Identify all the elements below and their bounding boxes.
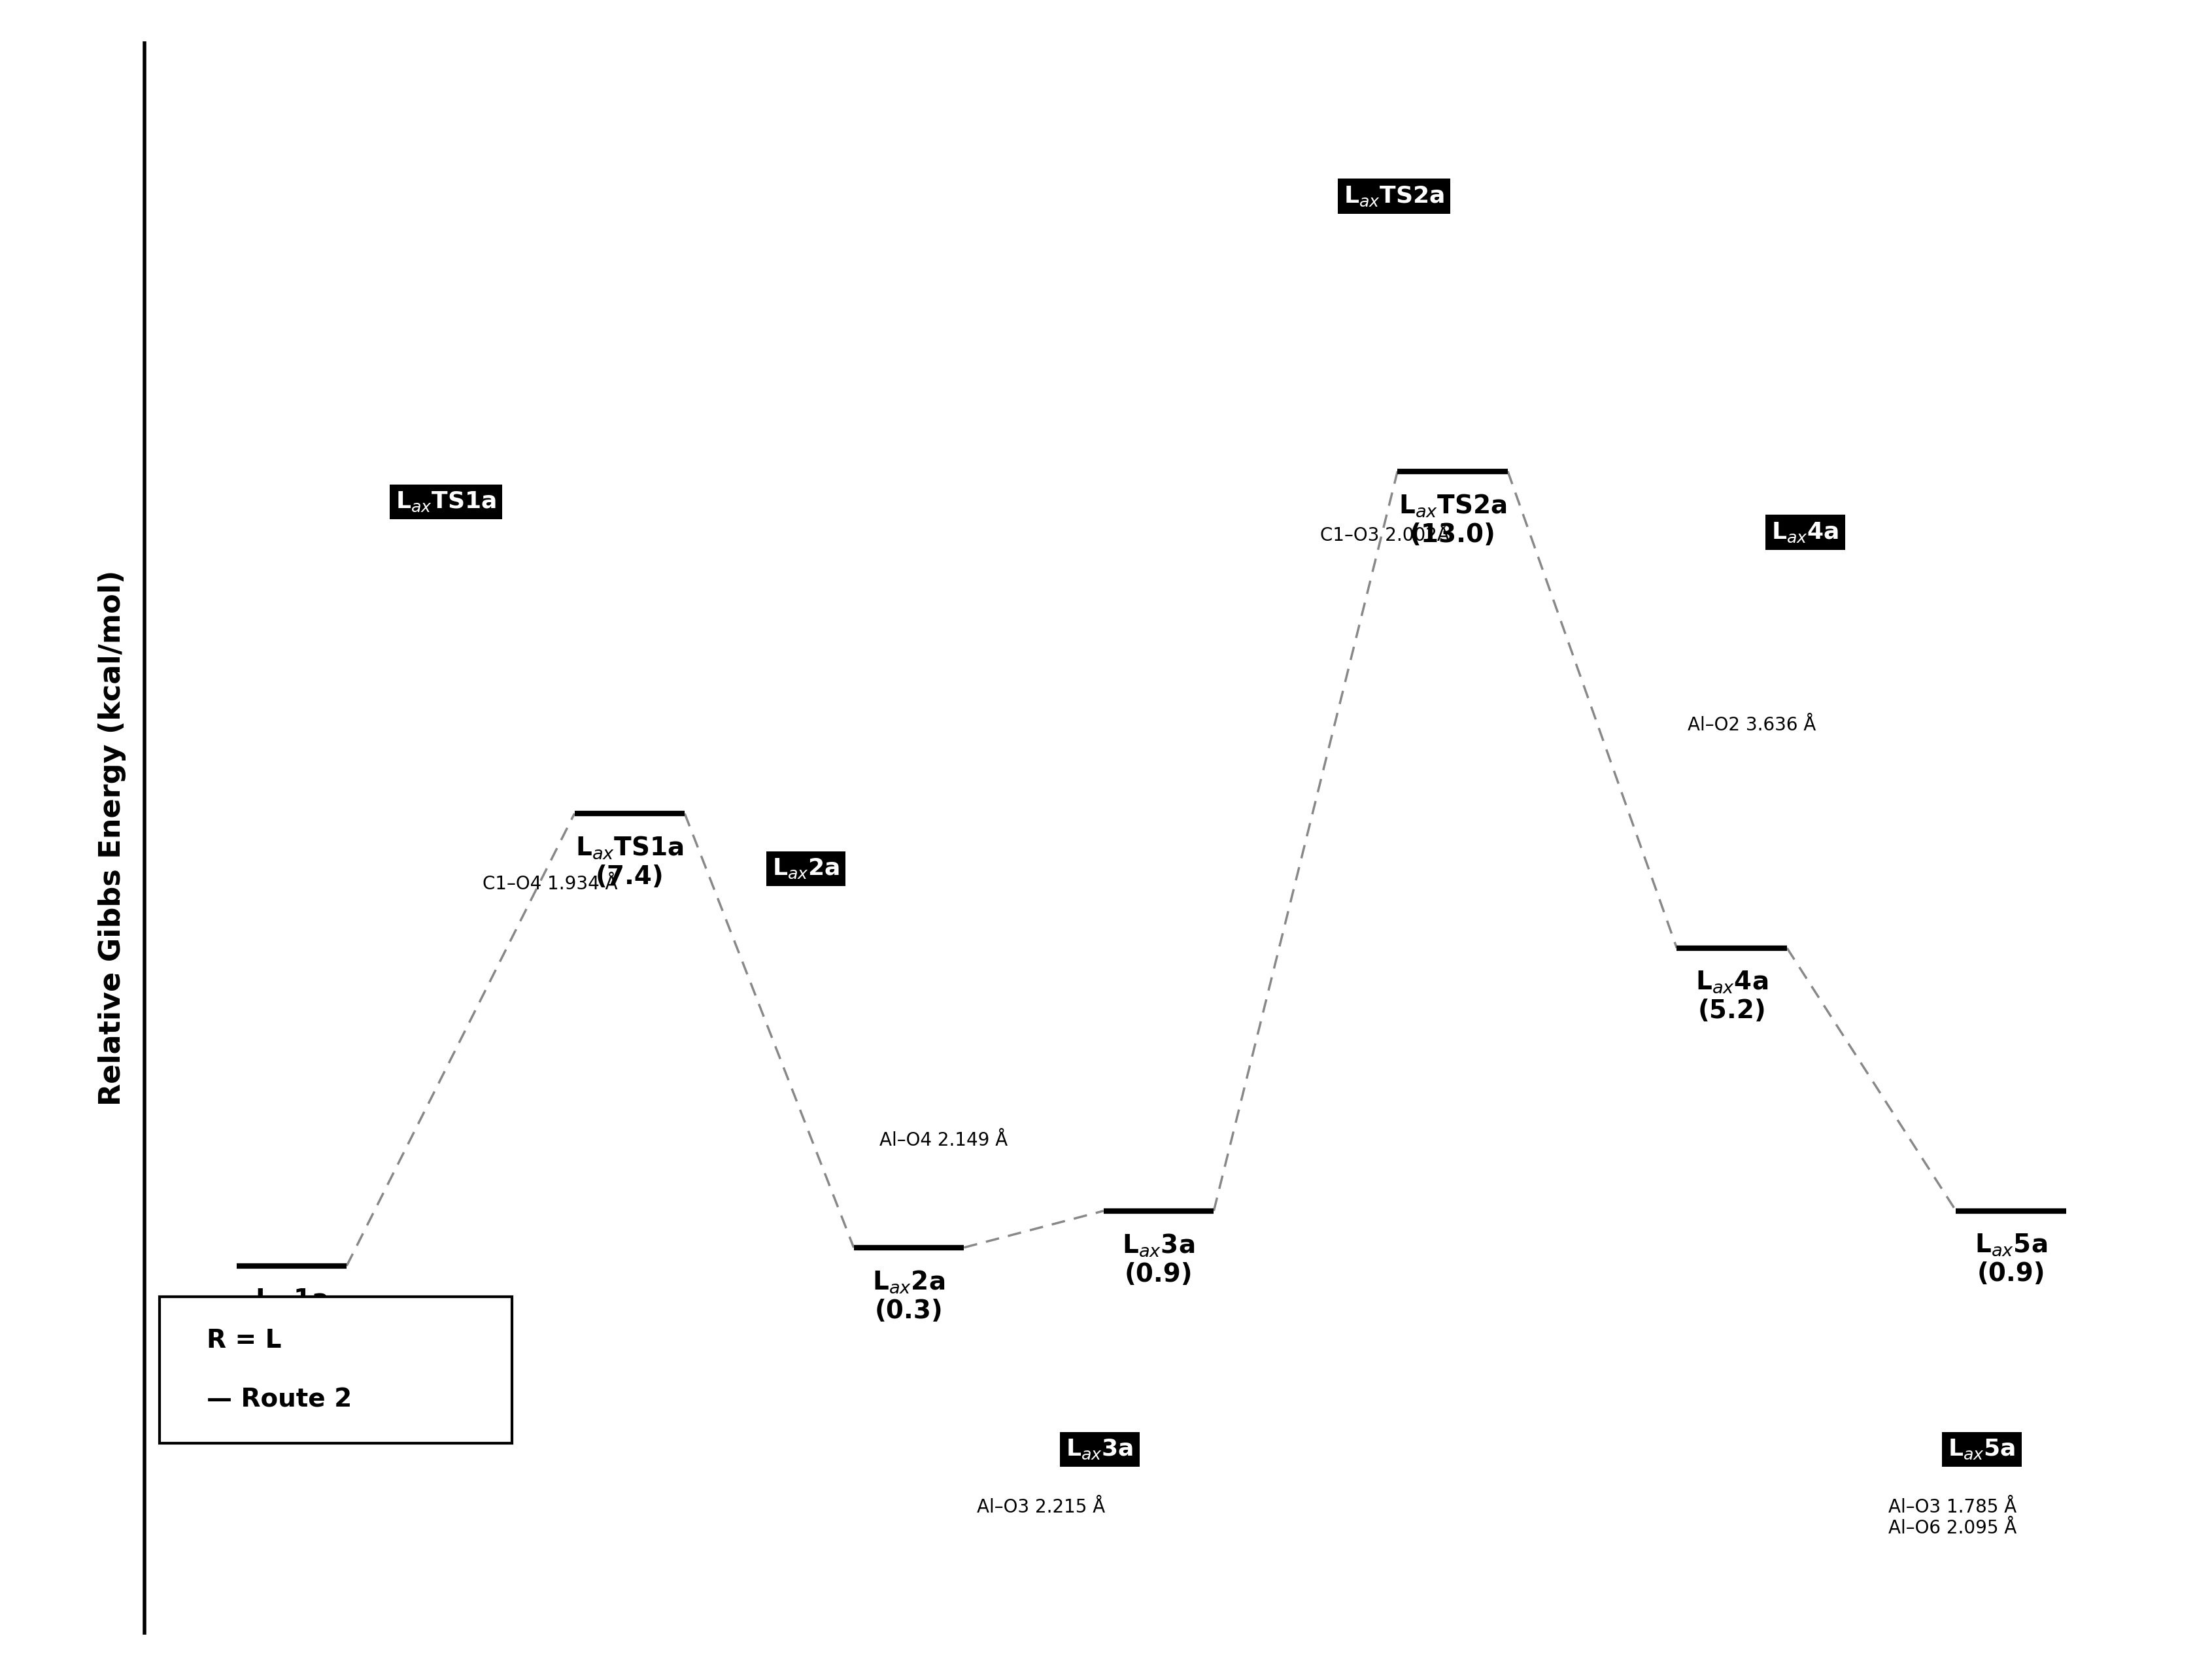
Text: C1–O3 2.002Å: C1–O3 2.002Å — [1321, 526, 1449, 545]
Text: — Route 2: — Route 2 — [206, 1388, 352, 1411]
Text: L$_{ax}$2a: L$_{ax}$2a — [772, 856, 841, 880]
Text: Al–O3 1.785 Å
Al–O6 2.095 Å: Al–O3 1.785 Å Al–O6 2.095 Å — [1889, 1498, 2017, 1537]
Y-axis label: Relative Gibbs Energy (kcal/mol): Relative Gibbs Energy (kcal/mol) — [97, 570, 126, 1106]
Text: L$_{ax}$4a: L$_{ax}$4a — [1772, 521, 1838, 545]
Text: L$_{ax}$TS1a
(7.4): L$_{ax}$TS1a (7.4) — [575, 835, 684, 890]
Text: L$_{ax}$3a
(0.9): L$_{ax}$3a (0.9) — [1121, 1232, 1194, 1287]
Text: L$_{ax}$2a
(0.3): L$_{ax}$2a (0.3) — [872, 1269, 945, 1324]
Text: L$_{ax}$3a: L$_{ax}$3a — [1066, 1438, 1135, 1461]
Text: C1–O4 1.934 Å: C1–O4 1.934 Å — [482, 875, 617, 893]
Text: L$_{ax}$TS1a: L$_{ax}$TS1a — [396, 491, 495, 513]
Text: R = L: R = L — [206, 1327, 281, 1353]
FancyBboxPatch shape — [159, 1297, 511, 1443]
Text: Al–O4 2.149 Å: Al–O4 2.149 Å — [880, 1131, 1009, 1150]
Text: L$_{ax}$5a: L$_{ax}$5a — [1949, 1438, 2015, 1461]
Text: L$_{ax}$1a
(0.0): L$_{ax}$1a (0.0) — [254, 1287, 327, 1341]
Text: L$_{ax}$TS2a: L$_{ax}$TS2a — [1343, 184, 1444, 208]
Text: L$_{ax}$TS2a
(13.0): L$_{ax}$TS2a (13.0) — [1398, 493, 1506, 548]
Text: L$_{ax}$4a
(5.2): L$_{ax}$4a (5.2) — [1697, 969, 1767, 1024]
Text: Al–O3 2.215 Å: Al–O3 2.215 Å — [978, 1498, 1106, 1517]
Text: Al–O2 3.636 Å: Al–O2 3.636 Å — [1688, 716, 1816, 734]
Text: L$_{ax}$5a
(0.9): L$_{ax}$5a (0.9) — [1975, 1232, 2048, 1285]
